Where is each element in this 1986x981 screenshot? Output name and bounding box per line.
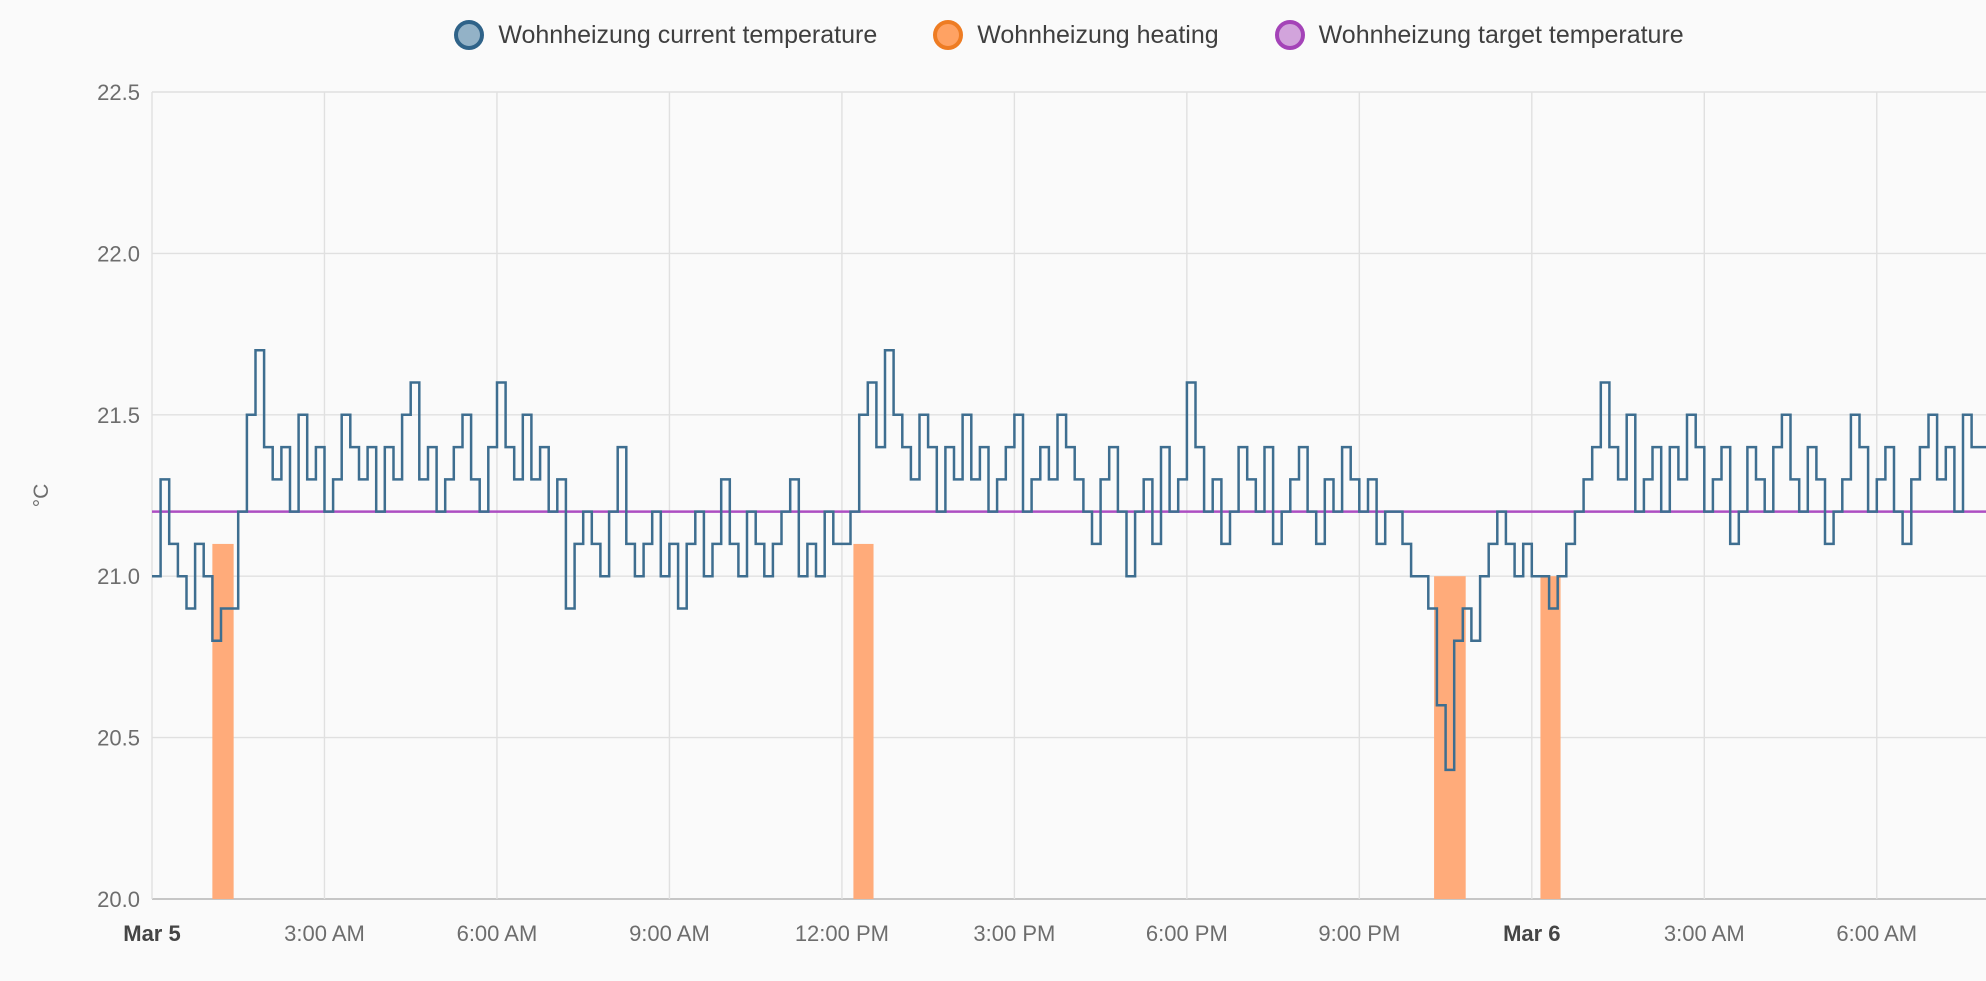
y-tick-label: 20.5 [97,726,140,751]
legend-label-target-temperature: Wohnheizung target temperature [1318,20,1684,49]
x-tick-label: 9:00 AM [629,921,710,946]
x-tick-label: 9:00 PM [1318,921,1400,946]
heating-on-bar [1540,576,1561,899]
x-tick-label: 12:00 PM [795,921,889,946]
y-axis-title: °C [30,484,53,508]
heating-marker-icon [933,20,964,50]
y-tick-label: 21.0 [97,564,140,589]
x-tick-label: 3:00 AM [284,921,365,946]
x-tick-label: 3:00 AM [1664,921,1745,946]
x-tick-label: 6:00 AM [457,921,538,946]
legend-item-target-temperature[interactable]: Wohnheizung target temperature [1274,20,1684,50]
legend-item-current-temperature[interactable]: Wohnheizung current temperature [454,20,877,50]
x-tick-label: Mar 6 [1503,921,1560,946]
legend-item-heating[interactable]: Wohnheizung heating [933,20,1219,50]
x-tick-label: Mar 5 [123,921,180,946]
x-tick-label: 3:00 PM [973,921,1055,946]
x-tick-label: 6:00 AM [1836,921,1917,946]
heating-on-bar [853,543,874,899]
legend-label-heating: Wohnheizung heating [977,20,1219,49]
target-temperature-marker-icon [1274,20,1305,50]
x-tick-label: 6:00 PM [1146,921,1228,946]
heating-on-bar [212,543,234,899]
y-tick-label: 20.0 [97,887,140,912]
legend-label-current-temperature: Wohnheizung current temperature [498,20,878,49]
current-temperature-marker-icon [454,20,485,50]
y-tick-label: 21.5 [97,403,140,428]
y-tick-label: 22.5 [97,80,140,105]
y-tick-label: 22.0 [97,241,140,266]
current-temperature-line [152,348,1986,772]
heating-on-bar [1434,576,1466,899]
chart-legend: Wohnheizung current temperature Wohnheiz… [152,20,1986,50]
